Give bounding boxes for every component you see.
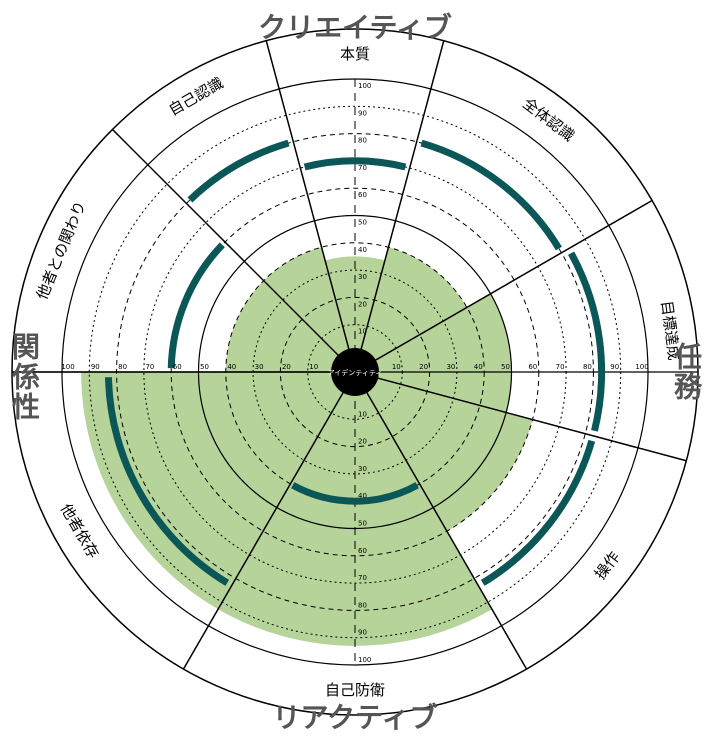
green-wedge-5 [218, 372, 492, 646]
tick-label-right-40: 40 [474, 363, 483, 371]
tick-label-left-80: 80 [118, 363, 127, 371]
green-wedge-4 [355, 372, 533, 532]
tick-label-right-90: 90 [610, 363, 619, 371]
tick-label-down-90: 90 [358, 629, 367, 637]
tick-label-right-70: 70 [556, 363, 565, 371]
pole-title-task: 任務 [670, 342, 703, 402]
green-fill-group [81, 247, 533, 646]
green-wedge-1 [325, 256, 385, 372]
level-arc-3 [568, 251, 606, 432]
tick-label-down-60: 60 [358, 547, 367, 555]
tick-label-left-30: 30 [255, 363, 264, 371]
sector-label-7: 他者との関わり [33, 198, 90, 302]
sector-divider-1 [265, 40, 351, 353]
pole-title-reactive: リアクティブ [272, 701, 438, 734]
tick-label-up-70: 70 [358, 164, 367, 172]
tick-label-up-80: 80 [358, 137, 367, 145]
tick-label-left-70: 70 [145, 363, 154, 371]
level-lines-group [104, 139, 606, 586]
sector-divider-4 [374, 376, 687, 462]
tick-label-right-20: 20 [419, 363, 428, 371]
level-arc-6 [104, 377, 230, 586]
green-wedge-6 [81, 372, 356, 610]
tick-label-down-30: 30 [358, 465, 367, 473]
tick-label-down-20: 20 [358, 438, 367, 446]
level-arc-4 [480, 439, 596, 586]
level-arc-1 [303, 157, 407, 171]
tick-label-left-10: 10 [309, 363, 318, 371]
pole-title-creative: クリエイティブ [258, 11, 452, 44]
green-wedge-8 [263, 247, 355, 372]
tick-label-right-100: 100 [635, 363, 648, 371]
tick-label-up-40: 40 [358, 246, 367, 254]
tick-label-up-10: 10 [358, 328, 367, 336]
sector-divider-3 [371, 199, 653, 363]
tick-label-right-60: 60 [528, 363, 537, 371]
tick-label-right-10: 10 [392, 363, 401, 371]
sector-label-4: 操作 [591, 548, 624, 583]
tick-label-down-100: 100 [358, 656, 371, 664]
tick-label-up-60: 60 [358, 191, 367, 199]
level-arc-8 [187, 139, 290, 203]
tick-label-left-20: 20 [282, 363, 291, 371]
green-wedge-2 [355, 247, 467, 372]
tick-label-left-90: 90 [91, 363, 100, 371]
sector-divider-6 [182, 388, 346, 670]
level-arc-7 [167, 242, 225, 369]
sector-divider-2 [359, 40, 445, 353]
tick-label-down-50: 50 [358, 520, 367, 528]
tick-label-left-50: 50 [200, 363, 209, 371]
tick-label-up-30: 30 [358, 273, 367, 281]
tick-label-down-70: 70 [358, 574, 367, 582]
tick-labels-group: 10 10 10 10 20 20 20 20 30 30 30 30 40 40 40 40 50 50 50 50… [61, 82, 648, 664]
sector-label-5: 自己防衛 [325, 681, 385, 699]
tick-label-down-80: 80 [358, 601, 367, 609]
tick-label-up-90: 90 [358, 109, 367, 117]
tick-label-left-40: 40 [227, 363, 236, 371]
level-arc-2 [420, 139, 562, 251]
tick-label-right-80: 80 [583, 363, 592, 371]
tick-label-right-30: 30 [446, 363, 455, 371]
center-label: アイデンティティ [328, 368, 383, 377]
tick-label-down-10: 10 [358, 410, 367, 418]
center-hub [331, 348, 379, 396]
pole-title-relationship: 関係性 [8, 332, 41, 422]
tick-label-up-20: 20 [358, 300, 367, 308]
level-arc-5 [291, 482, 419, 505]
sector-label-2: 全体認識 [519, 94, 578, 145]
green-wedge-3 [355, 293, 512, 413]
tick-label-up-50: 50 [358, 219, 367, 227]
tick-label-right-50: 50 [501, 363, 510, 371]
sector-label-1: 本質 [340, 45, 370, 63]
tick-label-left-100: 100 [61, 363, 74, 371]
sector-divider-5 [364, 388, 528, 670]
tick-label-left-60: 60 [173, 363, 182, 371]
green-wedge-7 [225, 280, 355, 372]
sector-divider-8 [111, 128, 342, 359]
tick-label-up-100: 100 [358, 82, 371, 90]
tick-label-down-40: 40 [358, 492, 367, 500]
